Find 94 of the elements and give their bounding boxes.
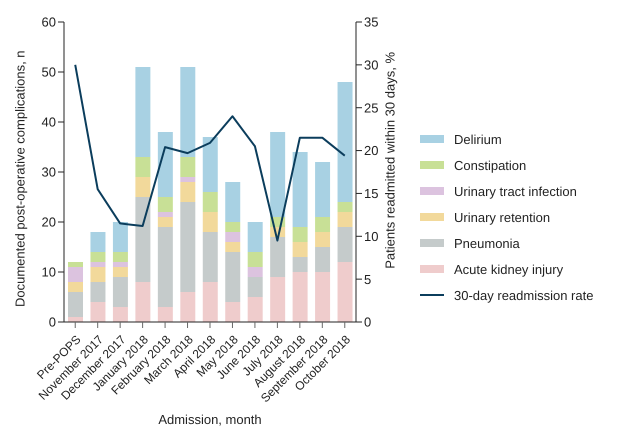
bar [292, 257, 308, 272]
bar [225, 222, 240, 232]
line-series [74, 64, 346, 242]
y2-tick-label: 25 [364, 100, 378, 116]
bar [315, 232, 330, 247]
bar [90, 262, 106, 267]
legend-label: Pneumonia [454, 236, 520, 250]
y-tick-label: 40 [42, 114, 56, 130]
bar [270, 132, 286, 217]
bar [158, 197, 173, 212]
bar [248, 297, 263, 322]
bar [68, 267, 83, 282]
bar [292, 227, 308, 242]
bar [338, 82, 353, 202]
bar [180, 292, 196, 322]
bar [135, 157, 150, 177]
bar [158, 212, 173, 217]
bar [315, 162, 330, 217]
bar [68, 317, 83, 322]
bar [338, 227, 353, 262]
bar [158, 227, 173, 307]
bar [112, 307, 128, 322]
y2-tick-label: 15 [364, 186, 378, 202]
y-axis-title: Documented post-operative complications, n [12, 50, 28, 307]
bar [158, 307, 173, 322]
bar [225, 182, 240, 222]
bar [225, 232, 240, 242]
bar [135, 197, 150, 282]
bar [135, 177, 150, 197]
y-tick-label: 30 [42, 164, 56, 180]
y2-tick-label: 20 [364, 143, 378, 158]
bar [202, 192, 218, 212]
y-tick-label: 10 [42, 264, 56, 280]
bar [202, 232, 218, 282]
bar [158, 132, 173, 197]
bar [248, 267, 263, 277]
bar [292, 272, 308, 322]
bar [68, 262, 83, 267]
bar [225, 242, 240, 252]
bar [248, 252, 263, 267]
bar [270, 237, 286, 277]
bar [270, 277, 286, 322]
legend-label: Acute kidney injury [454, 262, 564, 276]
bar [248, 277, 263, 297]
bar [180, 157, 196, 177]
y2-tick-label: 0 [364, 314, 372, 330]
bar [248, 222, 263, 252]
bar [90, 302, 106, 322]
bar [68, 292, 83, 317]
bar [225, 302, 240, 322]
bar [180, 182, 196, 202]
bar [90, 282, 106, 302]
legend-label: Constipation [454, 158, 526, 172]
bar [112, 267, 128, 277]
bar [158, 217, 173, 227]
bar [135, 282, 150, 322]
y2-tick-label: 30 [364, 57, 378, 72]
bar [315, 247, 330, 272]
bar [180, 67, 196, 157]
y-tick-label: 60 [42, 14, 56, 30]
bar [90, 267, 106, 282]
bar [90, 252, 106, 262]
bar [90, 232, 106, 252]
bar [292, 152, 308, 227]
bar [315, 217, 330, 232]
y2-tick-label: 10 [364, 228, 378, 244]
bar [180, 202, 196, 292]
bar [112, 222, 128, 252]
y-tick-label: 0 [48, 314, 56, 330]
bar [292, 242, 308, 257]
bar [338, 212, 353, 227]
bar [225, 252, 240, 302]
bar [315, 272, 330, 322]
legend-label: 30-day readmission rate [454, 288, 594, 302]
y-tick-label: 50 [42, 64, 56, 80]
bar [68, 282, 83, 292]
bar [202, 137, 218, 192]
bar [112, 262, 128, 267]
bar [135, 67, 150, 157]
bar [112, 277, 128, 307]
legend-label: Delirium [454, 132, 502, 146]
y2-tick-label: 5 [364, 272, 372, 287]
bar [202, 212, 218, 232]
y-tick-label: 20 [42, 214, 56, 230]
legend-label: Urinary retention [454, 210, 550, 224]
x-axis-title: Admission, month [158, 412, 262, 426]
bar [338, 202, 353, 212]
bar [338, 262, 353, 322]
bar [180, 177, 196, 182]
bar [202, 282, 218, 322]
legend-label: Urinary tract infection [454, 184, 577, 198]
y2-axis-title: Patients readmitted within 30 days, % [382, 52, 398, 269]
bar [112, 252, 128, 262]
y2-tick-label: 35 [364, 14, 378, 30]
